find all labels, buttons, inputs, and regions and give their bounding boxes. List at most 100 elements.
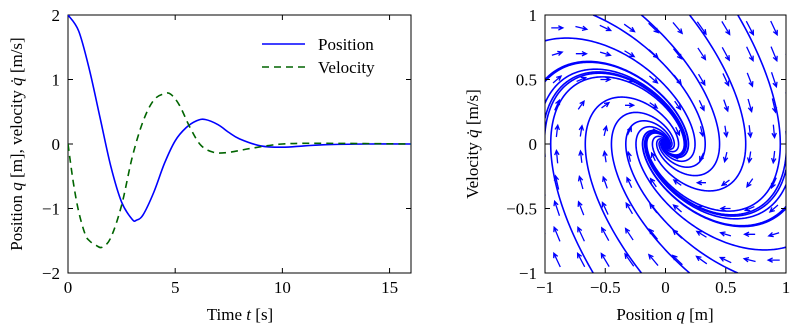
right-y-tick-label: 1 [529,6,538,25]
vector-field-arrow [649,128,659,134]
vector-field-arrow [626,176,633,188]
vector-field-arrow [723,125,729,138]
vector-field-arrow [722,73,730,87]
vector-field-arrow [699,152,705,163]
right-y-tick-label: −0.5 [506,200,537,219]
vector-field-arrow [554,98,561,111]
left-x-tick-label: 15 [381,278,398,297]
vector-field-arrow [720,179,730,187]
vector-field-arrow [721,46,730,62]
vector-field-arrow [577,226,585,242]
vector-field-arrow [649,202,658,214]
left-ylabel-part-2: q [7,182,26,191]
vector-field-arrow [695,255,708,265]
vector-field-arrow [672,48,683,60]
legend-position-label: Position [318,35,374,54]
vector-field-arrow [698,100,705,112]
vector-field-arrow [578,149,584,163]
vector-field-arrow [552,75,563,84]
vector-field-arrow [696,21,707,36]
left-x-tick-label: 0 [64,278,73,297]
vector-field-arrow [675,126,681,137]
vector-field-arrow [553,174,560,190]
vector-field-arrow [551,50,564,56]
left-y-tick-label: −2 [42,264,60,283]
vector-field-arrow [770,20,778,37]
vector-field-arrow [626,150,632,162]
vector-field-arrow [697,73,706,87]
vector-field-arrow [625,102,636,109]
legend: Position Velocity [262,35,375,77]
vector-field-arrow [649,177,657,188]
vector-field-arrow [768,204,779,213]
right-xlabel-main: Position [616,305,676,324]
vector-field-arrow [575,25,589,31]
vector-field-arrow [674,100,682,111]
right-x-axis-label: Position q [m] [616,305,713,324]
vector-field-arrow [771,98,778,114]
vector-field-arrow [673,74,682,86]
vector-field-arrow [626,125,632,136]
vector-field-arrow [771,150,777,165]
vector-field-arrow [648,22,660,34]
vector-field-arrow [601,226,610,242]
right-y-tick-label: −1 [519,264,537,283]
left-ylabel-part-4: q̇ [7,77,26,86]
vector-field-arrow [699,126,705,138]
vector-field-arrow [695,179,706,186]
vector-field-arrow [601,201,609,215]
left-xlabel-var: t [246,305,252,324]
vector-field-arrow [602,150,608,163]
vector-field-arrow [718,256,732,264]
right-x-tick-label: 1 [782,278,791,297]
legend-velocity-label: Velocity [318,58,375,77]
vector-field-arrow [746,46,754,62]
vector-field-arrow [746,151,753,164]
vector-field-arrow [723,99,729,113]
vector-field-arrow [600,252,610,267]
vector-field-arrow [624,50,636,58]
phase-portrait-plot: −1 −0.5 0 0.5 1 −1 −0.5 0 0.5 1 Position q [m] Ve… [463,6,791,324]
left-y-tick-label: 2 [52,6,61,25]
right-x-tick-label: 0 [661,278,670,297]
right-ylabel-part-3: [m/s] [463,89,482,129]
vector-field-arrow [766,257,780,263]
vector-field-arrow [649,102,659,109]
vector-field-arrow [719,205,731,212]
vector-field-arrow [601,101,611,109]
vector-field-arrow [745,20,755,36]
left-ylabel-part-5: [m/s] [7,37,26,77]
vector-field-arrow [624,252,635,267]
vector-field-arrow [576,252,586,268]
vector-field-arrow [672,179,682,186]
vector-field-arrow [722,151,729,164]
vector-field-arrow [746,72,754,88]
right-x-tick-label: 0.5 [715,278,736,297]
time-series-plot: 0 5 10 15 −2 −1 0 1 2 Position Velocity Time t [… [7,6,412,324]
right-y-axis-label: Velocity q̇ [m/s] [463,89,482,199]
left-y-tick-label: 1 [52,71,61,90]
left-xlabel-unit: [s] [251,305,273,324]
vector-field-arrow [553,225,561,242]
vector-field-arrow [602,175,608,189]
vector-field-arrow [625,201,634,215]
vector-field-arrows [551,20,780,268]
right-xlabel-var: q [676,305,685,324]
series-velocity-line [68,92,411,249]
left-ticks: 0 5 10 15 −2 −1 0 1 2 [42,6,411,297]
left-xlabel-main: Time [207,305,247,324]
vector-field-arrow [554,148,560,164]
right-ylabel-part-2: q̇ [463,129,482,138]
left-ylabel-part-3: [m], velocity [7,86,26,182]
vector-field-arrow [554,123,560,138]
vector-field-arrow [672,154,682,160]
vector-field-arrow [672,229,683,239]
vector-field-arrow [575,50,588,57]
vector-field-arrow [576,76,588,83]
vector-field-arrow [648,49,659,59]
vector-field-arrow [577,200,585,216]
right-y-tick-label: 0.5 [516,71,537,90]
left-ylabel-part-1: Position [7,191,26,251]
vector-field-arrow [747,125,753,139]
vector-field-arrow [770,177,777,190]
